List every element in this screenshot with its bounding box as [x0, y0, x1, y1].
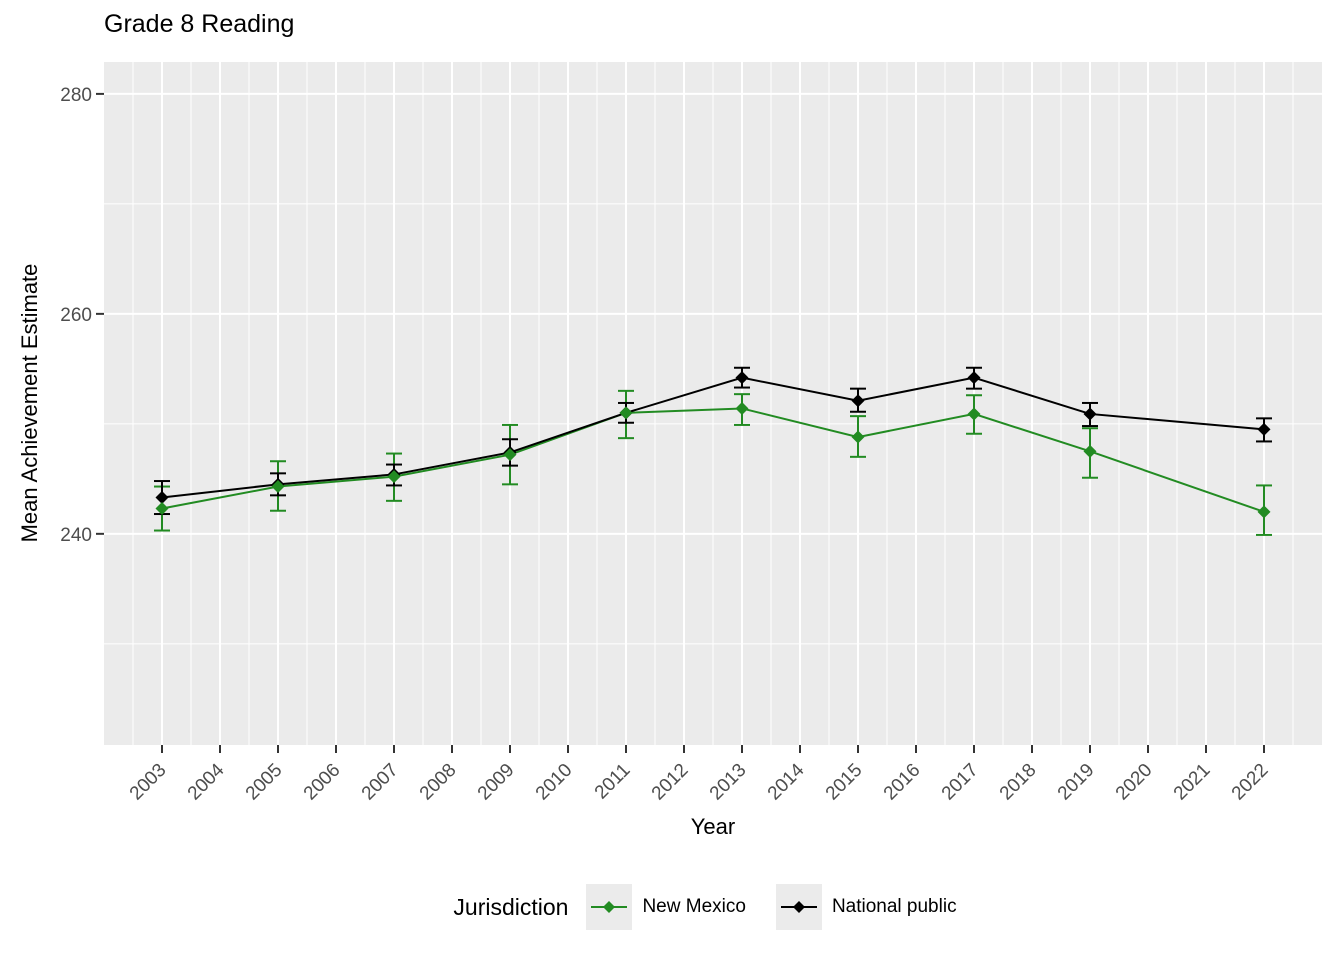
legend-title: Jurisdiction — [453, 893, 569, 920]
svg-text:2021: 2021 — [1170, 760, 1215, 805]
plot-area: 2003 2004 2005 2006 2007 2008 2009 2010 2011 2012… — [60, 62, 1322, 804]
svg-text:240: 240 — [60, 525, 92, 546]
svg-text:2011: 2011 — [591, 760, 635, 804]
x-minor-gridlines — [132, 62, 1294, 745]
svg-text:2006: 2006 — [300, 760, 345, 805]
svg-text:2018: 2018 — [996, 760, 1041, 805]
x-axis-ticks — [161, 745, 1265, 753]
svg-text:2016: 2016 — [880, 760, 925, 805]
svg-text:280: 280 — [60, 85, 92, 106]
legend-label-national-public: National public — [831, 896, 957, 917]
legend-key-glyph-new-mexico — [591, 901, 628, 913]
y-minor-gridlines — [104, 203, 1322, 645]
legend-key-new-mexico — [586, 884, 633, 930]
legend: Jurisdiction New Mexico National public — [104, 882, 1322, 932]
x-major-gridlines — [161, 62, 1265, 745]
svg-text:2010: 2010 — [532, 760, 577, 805]
svg-text:2003: 2003 — [126, 760, 171, 805]
series-line-new-mexico — [161, 407, 1265, 513]
series-line-national-public — [161, 376, 1265, 499]
svg-text:2020: 2020 — [1112, 760, 1157, 805]
svg-text:2009: 2009 — [474, 760, 519, 805]
legend-item-new-mexico: New Mexico — [586, 884, 761, 930]
x-axis-tick-labels: 2003 2004 2005 2006 2007 2008 2009 2010 2011 2012… — [126, 759, 1273, 804]
chart-title: Grade 8 Reading — [104, 10, 295, 38]
svg-text:2022: 2022 — [1228, 760, 1273, 805]
data-points-new-mexico — [155, 401, 1271, 519]
svg-text:2013: 2013 — [706, 760, 751, 805]
svg-text:2008: 2008 — [416, 760, 461, 805]
x-axis-title: Year — [690, 814, 736, 839]
svg-text:2005: 2005 — [242, 760, 287, 805]
svg-text:260: 260 — [60, 305, 92, 326]
y-axis-tick-labels: 240 260 280 — [60, 85, 92, 546]
legend-label-new-mexico: New Mexico — [642, 896, 746, 917]
y-axis-ticks — [96, 92, 104, 535]
svg-text:2004: 2004 — [184, 759, 229, 804]
legend-item-national-public: National public — [775, 884, 973, 930]
svg-text:2019: 2019 — [1054, 760, 1099, 805]
svg-text:2015: 2015 — [822, 760, 867, 805]
svg-text:2014: 2014 — [764, 759, 809, 804]
svg-text:2017: 2017 — [938, 760, 983, 805]
legend-key-national-public — [775, 884, 822, 930]
y-major-gridlines — [104, 92, 1322, 535]
svg-text:2012: 2012 — [648, 760, 693, 805]
svg-text:2007: 2007 — [358, 760, 403, 805]
legend-key-glyph-national-public — [780, 901, 817, 913]
